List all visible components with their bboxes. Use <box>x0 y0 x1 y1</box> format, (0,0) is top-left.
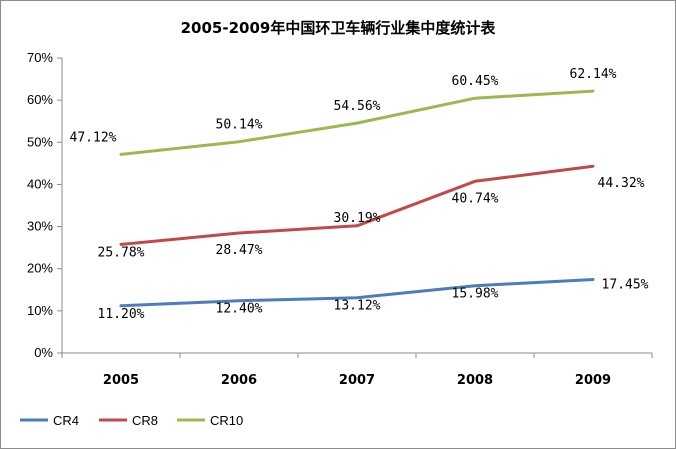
y-tick-label: 60% <box>27 92 53 107</box>
data-label-cr4: 15.98% <box>452 287 499 302</box>
data-label-cr8: 44.32% <box>598 176 645 191</box>
y-tick-label: 30% <box>27 219 53 234</box>
y-tick-label: 50% <box>27 134 53 149</box>
legend-label-cr4: CR4 <box>53 413 79 428</box>
x-tick-label: 2005 <box>103 373 139 388</box>
data-label-cr10: 47.12% <box>70 130 117 145</box>
data-label-cr10: 50.14% <box>216 118 263 133</box>
y-tick-label: 0% <box>34 345 53 360</box>
legend: CR4 CR8 CR10 <box>20 413 243 428</box>
y-tick-label: 70% <box>27 50 53 65</box>
data-label-cr4: 17.45% <box>602 277 649 292</box>
y-tick-label: 10% <box>27 303 53 318</box>
data-label-cr8: 30.19% <box>334 211 381 226</box>
x-tick-label: 2007 <box>339 373 375 388</box>
y-axis: 0% 10% 20% 30% 40% 50% 60% 70% <box>27 50 63 360</box>
y-tick-label: 20% <box>27 261 53 276</box>
data-label-cr4: 11.20% <box>98 307 145 322</box>
series-line-cr10 <box>119 89 595 156</box>
x-tick-label: 2009 <box>575 373 611 388</box>
x-tick-label: 2008 <box>457 373 493 388</box>
data-label-cr8: 25.78% <box>98 245 145 260</box>
x-tick-label: 2006 <box>221 373 257 388</box>
series-line-cr4 <box>119 278 595 308</box>
series-layer <box>119 89 595 308</box>
data-label-cr10: 62.14% <box>570 67 617 82</box>
data-labels: 11.20% 12.40% 13.12% 15.98% 17.45% 25.78% 28.4… <box>70 67 649 322</box>
y-tick-label: 40% <box>27 176 53 191</box>
x-axis: 2005 2006 2007 2008 2009 <box>61 352 653 388</box>
data-label-cr4: 12.40% <box>216 302 263 317</box>
legend-label-cr10: CR10 <box>210 413 243 428</box>
data-label-cr8: 40.74% <box>452 191 499 206</box>
data-label-cr8: 28.47% <box>216 243 263 258</box>
series-line-cr8 <box>119 164 595 246</box>
data-label-cr10: 54.56% <box>334 99 381 114</box>
data-label-cr10: 60.45% <box>452 74 499 89</box>
legend-label-cr8: CR8 <box>132 413 158 428</box>
chart-title: 2005-2009年中国环卫车辆行业集中度统计表 <box>181 19 497 37</box>
data-label-cr4: 13.12% <box>334 299 381 314</box>
